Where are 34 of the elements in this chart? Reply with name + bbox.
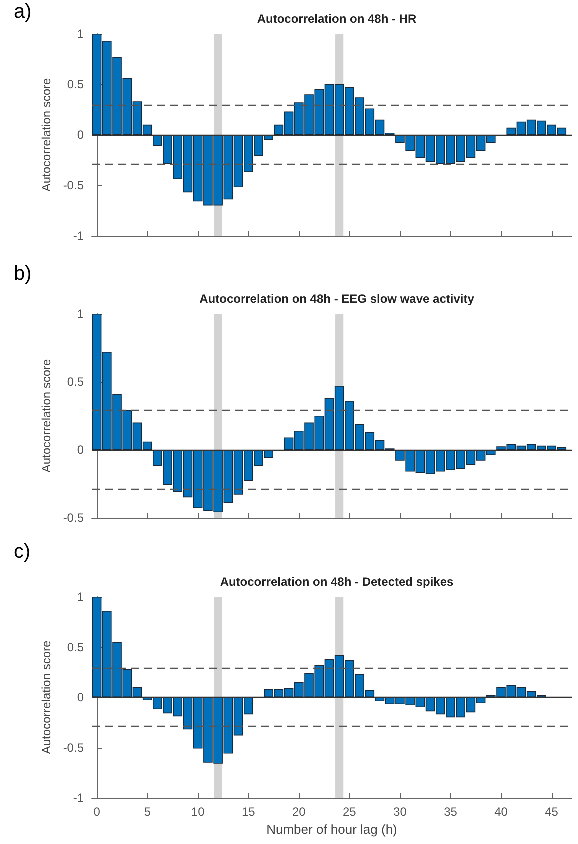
- x-tick-label: 25: [343, 805, 357, 819]
- y-tick-label: 1: [77, 27, 84, 41]
- y-axis-title: Autocorrelation score: [39, 78, 54, 192]
- y-tick-label: 0.5: [67, 375, 84, 389]
- x-tick-label: 5: [144, 805, 152, 819]
- y-tick-label: 0: [77, 128, 84, 142]
- x-tick-label: 45: [545, 805, 559, 819]
- text: b): [14, 263, 32, 285]
- x-tick-label: 40: [494, 805, 508, 819]
- y-tick-label: -1: [73, 229, 84, 243]
- y-tick-label: 0.5: [67, 78, 84, 92]
- x-tick-label: 15: [242, 805, 256, 819]
- x-axis-title: Number of hour lag (h): [266, 822, 398, 837]
- y-tick-label: -1: [73, 791, 84, 805]
- y-tick-label: 0: [77, 443, 84, 457]
- y-tick-label: 1: [77, 590, 84, 604]
- x-tick-label: 0: [94, 805, 101, 819]
- text: c): [14, 541, 31, 563]
- y-tick-label: 0: [77, 690, 84, 704]
- y-axis-title: Autocorrelation score: [39, 640, 54, 754]
- y-tick-label: 0.5: [67, 640, 84, 654]
- text: a): [14, 1, 32, 23]
- x-tick-label: 35: [444, 805, 458, 819]
- y-tick-label: -0.5: [63, 511, 84, 525]
- y-tick-label: -0.5: [63, 178, 84, 192]
- chart-title: Autocorrelation on 48h - EEG slow wave activity: [200, 292, 475, 306]
- x-tick-label: 30: [394, 805, 408, 819]
- y-tick-label: -0.5: [63, 740, 84, 755]
- chart-title: Autocorrelation on 48h - Detected spikes: [220, 575, 454, 589]
- y-axis-title: Autocorrelation score: [39, 358, 54, 473]
- chart-title: Autocorrelation on 48h - HR: [257, 12, 417, 26]
- y-tick-label: 1: [77, 307, 84, 321]
- x-tick-label: 20: [292, 805, 306, 819]
- x-tick-label: 10: [191, 805, 206, 819]
